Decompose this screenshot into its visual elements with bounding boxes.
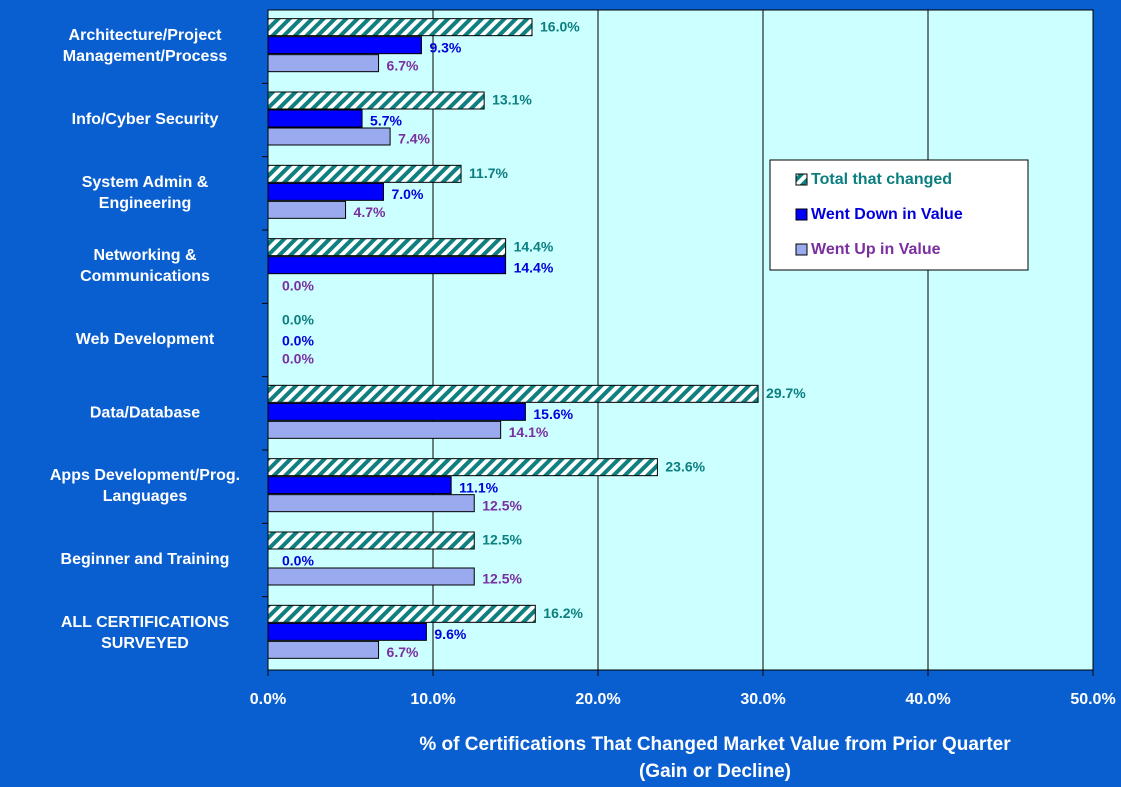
bar	[267, 531, 475, 550]
bar	[267, 640, 380, 659]
value-label: 16.2%	[543, 605, 583, 621]
value-label: 9.3%	[429, 39, 461, 55]
y-tick-label: Web Development	[76, 331, 215, 348]
value-label: 12.5%	[482, 571, 522, 587]
legend-swatch	[795, 243, 808, 256]
bar	[267, 420, 502, 439]
value-label: 29.7%	[766, 385, 806, 401]
bar	[267, 384, 759, 403]
bar	[267, 182, 384, 201]
value-label: 12.5%	[482, 532, 522, 548]
value-label: 9.6%	[434, 626, 466, 642]
x-tick-label: 50.0%	[1070, 691, 1115, 708]
x-axis-title: % of Certifications That Changed Market …	[419, 734, 1011, 755]
legend-label: Went Up in Value	[811, 241, 941, 258]
value-label: 11.7%	[469, 165, 508, 181]
value-label: 14.4%	[514, 238, 554, 254]
bar	[267, 402, 526, 421]
bar	[267, 127, 391, 146]
x-tick-label: 30.0%	[740, 691, 785, 708]
bar	[267, 91, 485, 110]
value-label: 11.1%	[459, 479, 498, 495]
value-label: 23.6%	[665, 458, 705, 474]
bar	[267, 622, 427, 641]
value-label: 0.0%	[282, 333, 314, 349]
y-tick-label: ALL CERTIFICATIONS SURVEYED	[61, 614, 230, 652]
bar	[267, 164, 462, 183]
value-label: 0.0%	[282, 351, 314, 367]
legend-label: Went Down in Value	[811, 206, 963, 223]
y-tick-label: System Admin & Engineering	[82, 174, 209, 212]
y-tick-label: Beginner and Training	[61, 551, 230, 568]
value-label: 5.7%	[370, 113, 402, 129]
value-label: 4.7%	[354, 204, 386, 220]
bar	[267, 567, 475, 586]
value-label: 12.5%	[482, 497, 522, 513]
x-axis-title: (Gain or Decline)	[639, 761, 791, 782]
x-tick-label: 0.0%	[250, 691, 286, 708]
value-label: 7.4%	[398, 131, 430, 147]
legend-box	[769, 159, 1029, 271]
value-label: 16.0%	[540, 18, 580, 34]
bar	[267, 109, 363, 128]
value-label: 15.6%	[533, 406, 573, 422]
value-label: 0.0%	[282, 277, 314, 293]
y-tick-label: Networking & Communications	[80, 247, 210, 285]
bar	[267, 256, 507, 275]
bar	[267, 18, 533, 37]
x-tick-label: 10.0%	[410, 691, 455, 708]
value-label: 14.4%	[514, 259, 554, 275]
legend-swatch	[795, 208, 808, 221]
value-label: 6.7%	[387, 57, 419, 73]
bar	[267, 54, 380, 73]
bar	[267, 200, 347, 219]
value-label: 0.0%	[282, 553, 314, 569]
y-tick-label: Info/Cyber Security	[72, 111, 219, 128]
bar	[267, 36, 422, 55]
bar	[267, 494, 475, 513]
x-tick-label: 20.0%	[575, 691, 620, 708]
y-tick-label: Data/Database	[90, 405, 200, 422]
bar	[267, 238, 507, 257]
bar	[267, 604, 536, 623]
legend-label: Total that changed	[811, 171, 952, 188]
bar	[267, 476, 452, 495]
x-tick-label: 40.0%	[905, 691, 950, 708]
value-label: 0.0%	[282, 312, 314, 328]
value-label: 14.1%	[509, 424, 549, 440]
value-label: 6.7%	[387, 644, 419, 660]
legend-swatch	[795, 173, 808, 186]
y-tick-label: Architecture/Project Management/Process	[63, 27, 228, 65]
value-label: 7.0%	[392, 186, 424, 202]
bar	[267, 458, 658, 477]
value-label: 13.1%	[492, 92, 532, 108]
y-tick-label: Apps Development/Prog. Languages	[50, 467, 240, 505]
plot-area	[267, 9, 1094, 671]
